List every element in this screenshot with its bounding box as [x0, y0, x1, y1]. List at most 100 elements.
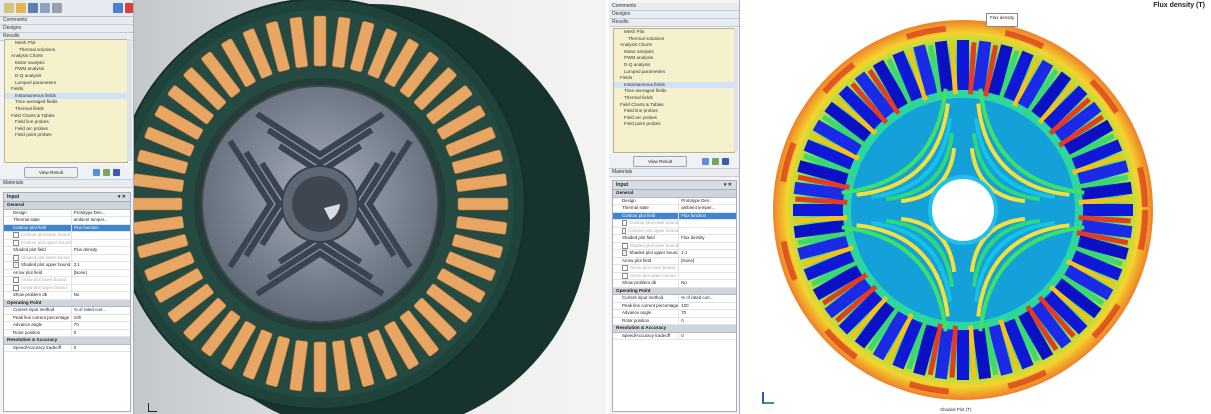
r-property-row[interactable]: Peak line current percentage 100 — [613, 302, 736, 310]
flux-density-view[interactable]: Flux density (T) Flux density Shaded Plo… — [740, 0, 1211, 414]
operating-point-section[interactable]: Operating Point — [4, 299, 130, 307]
tree-item[interactable]: Thermal fields — [15, 105, 44, 111]
settings-icon[interactable] — [52, 3, 62, 13]
property-row[interactable]: Contour plot upper bound — [4, 239, 130, 247]
r-tree-item[interactable]: Thermal solutions — [628, 35, 665, 41]
r-property-row[interactable]: Speed/Accuracy tradeoff 0 — [613, 332, 736, 340]
property-checkbox[interactable] — [13, 254, 19, 261]
property-row[interactable]: Show problem db No — [4, 292, 130, 300]
r-property-value[interactable]: [None] — [678, 257, 736, 264]
property-row[interactable]: Shaded plot field Flux density — [4, 247, 130, 255]
property-row[interactable]: Rotor position 0 — [4, 329, 130, 337]
r-property-row[interactable]: Contour plot upper bound — [613, 227, 736, 235]
property-value[interactable] — [70, 277, 130, 284]
property-row[interactable]: Thermal state ambient temper... — [4, 217, 130, 225]
property-value[interactable]: Prototype Des... — [70, 209, 130, 216]
property-checkbox[interactable] — [13, 277, 19, 284]
r-property-value[interactable]: 100 — [678, 302, 736, 309]
r-tree-item[interactable]: Instantaneous fields — [614, 81, 734, 89]
tree-item[interactable]: Field Charts & Tables — [11, 112, 55, 118]
r-property-value[interactable]: 0 — [678, 332, 736, 339]
operating-point-section-2[interactable]: Operating Point — [613, 287, 736, 295]
r-property-checkbox[interactable] — [622, 242, 628, 249]
property-value[interactable]: Flux function — [70, 224, 130, 231]
property-row[interactable]: Arrow plot lower bound — [4, 277, 130, 285]
r-tree-item[interactable]: Mesh Plot — [624, 29, 645, 34]
r-property-row[interactable]: Current input method % of rated curr... — [613, 295, 736, 303]
property-value[interactable]: 100 — [70, 314, 130, 321]
tree-item[interactable]: Lumped parameters — [15, 79, 57, 85]
tree-item[interactable]: Motor analysis — [15, 59, 45, 65]
r-property-value[interactable] — [678, 242, 736, 249]
save-icon[interactable] — [28, 3, 38, 13]
r-tree-item[interactable]: Fields — [620, 75, 633, 81]
r-tree-item[interactable]: Motor analysis — [624, 48, 654, 54]
r-tree-item[interactable]: Thermal fields — [624, 94, 653, 100]
property-row[interactable]: Speed/Accuracy tradeoff 0 — [4, 344, 130, 352]
tree-item[interactable]: Instantaneous fields — [5, 92, 127, 100]
open-folder-icon[interactable] — [16, 3, 26, 13]
zoom-icon-2[interactable] — [702, 157, 710, 165]
r-property-row[interactable]: Arrow plot lower bound — [613, 265, 736, 273]
r-property-value[interactable]: No — [678, 280, 736, 287]
r-section-header-designs[interactable]: Designs — [609, 11, 739, 19]
property-value[interactable]: [None] — [70, 269, 130, 276]
r-property-checkbox[interactable] — [622, 265, 628, 272]
copy-icon[interactable] — [40, 3, 50, 13]
r-property-checkbox[interactable] — [622, 220, 628, 227]
close-result-icon-2[interactable] — [722, 157, 730, 165]
property-row[interactable]: Current input method % of rated curr... — [4, 307, 130, 315]
property-row[interactable]: Arrow plot upper bound — [4, 284, 130, 292]
r-property-row[interactable]: Contour plot lower bound — [613, 220, 736, 228]
r-property-row[interactable]: Shaded plot lower bound — [613, 242, 736, 250]
r-property-row[interactable]: Thermal state ambient temper... — [613, 205, 736, 213]
section-header-comments[interactable]: Comments — [0, 17, 133, 25]
property-value[interactable] — [70, 239, 130, 246]
property-row[interactable]: Shaded plot lower bound — [4, 254, 130, 262]
tree-scrollbar[interactable] — [127, 39, 132, 161]
input-panel-controls-2[interactable]: ▾ ✕ — [723, 182, 732, 188]
r-property-checkbox[interactable] — [622, 272, 628, 279]
close-icon[interactable] — [125, 3, 133, 13]
tree-item[interactable]: Field arc probes — [15, 125, 48, 131]
section-header-designs[interactable]: Designs — [0, 25, 133, 33]
geometry-3d-view[interactable] — [134, 0, 606, 414]
property-value[interactable]: No — [70, 292, 130, 299]
materials-header[interactable]: Materials — [0, 180, 133, 188]
general-section-2[interactable]: General — [613, 190, 736, 198]
r-tree-item[interactable]: Field line probes — [624, 108, 658, 114]
input-panel-controls[interactable]: ▾ ✕ — [117, 194, 126, 200]
tree-item[interactable]: PWM analysis — [15, 66, 45, 72]
r-property-value[interactable]: Prototype Des... — [678, 197, 736, 204]
property-checkbox[interactable]: ✓ — [13, 262, 19, 269]
r-section-header-comments[interactable]: Comments — [609, 3, 739, 11]
r-property-value[interactable]: ambient temper... — [678, 205, 736, 212]
refresh-icon-2[interactable] — [712, 157, 720, 165]
property-checkbox[interactable] — [13, 232, 19, 239]
zoom-icon[interactable] — [93, 168, 101, 176]
r-tree-item[interactable]: Field Charts & Tables — [620, 101, 664, 107]
r-property-value[interactable]: % of rated curr... — [678, 295, 736, 302]
tree-item[interactable]: Time averaged fields — [15, 99, 58, 105]
r-property-row[interactable]: Arrow plot upper bound — [613, 272, 736, 280]
property-value[interactable]: 0 — [70, 329, 130, 336]
resolution-section[interactable]: Resolution & Accuracy — [4, 337, 130, 345]
view-result-button[interactable]: View Result — [24, 166, 79, 178]
property-value[interactable] — [70, 232, 130, 239]
r-section-header-results[interactable]: Results — [609, 19, 739, 27]
r-property-value[interactable] — [678, 272, 736, 279]
r-tree-item[interactable]: Time averaged fields — [624, 88, 667, 94]
resolution-section-2[interactable]: Resolution & Accuracy — [613, 325, 736, 333]
tree-scrollbar-2[interactable] — [734, 28, 738, 151]
property-value[interactable]: 0 — [70, 344, 130, 351]
view-result-button-2[interactable]: View Result — [633, 155, 688, 167]
tree-item[interactable]: Thermal solutions — [19, 46, 56, 52]
refresh-icon[interactable] — [103, 168, 111, 176]
property-value[interactable]: Flux density — [70, 247, 130, 254]
tree-item[interactable]: Field line probes — [15, 119, 49, 125]
new-file-icon[interactable] — [4, 3, 14, 13]
r-tree-item[interactable]: Field arc probes — [624, 114, 657, 120]
property-row[interactable]: ✓ Shaded plot upper bound 2.1 — [4, 262, 130, 270]
property-row[interactable]: Design Prototype Des... — [4, 209, 130, 217]
r-property-value[interactable] — [678, 265, 736, 272]
